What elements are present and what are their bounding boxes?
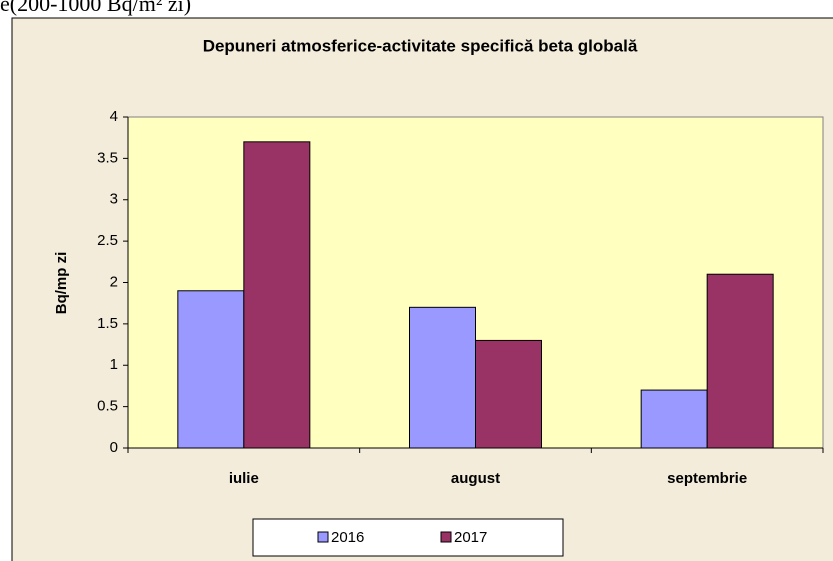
- y-tick-label: 0.5: [97, 398, 118, 415]
- x-tick-label: iulie: [229, 470, 259, 487]
- x-tick-label: septembrie: [667, 470, 747, 487]
- y-tick-label: 3.5: [97, 149, 118, 166]
- y-tick-label: 2.5: [97, 232, 118, 249]
- x-tick-label: august: [451, 470, 500, 487]
- legend-swatch: [440, 531, 452, 543]
- legend-swatch: [317, 531, 329, 543]
- y-tick-label: 1: [110, 356, 118, 373]
- y-axis-label: Bq/mp zi: [53, 252, 70, 315]
- bar: [706, 273, 774, 449]
- legend: [252, 518, 564, 557]
- legend-label: 2017: [454, 529, 487, 546]
- y-tick-label: 3: [110, 191, 118, 208]
- bar: [475, 339, 542, 449]
- legend-label: 2016: [331, 529, 364, 546]
- chart-title: Depuneri atmosferice-activitate specific…: [203, 36, 638, 55]
- y-tick-label: 0: [110, 439, 118, 456]
- context-text: e(200-1000 Bq/m² zi): [0, 0, 191, 16]
- bar: [243, 141, 311, 449]
- bar: [177, 290, 245, 449]
- bar: [409, 306, 476, 449]
- y-tick-label: 1.5: [97, 315, 118, 332]
- y-tick-label: 2: [110, 273, 118, 290]
- y-tick-label: 4: [110, 108, 118, 125]
- bar: [640, 389, 708, 449]
